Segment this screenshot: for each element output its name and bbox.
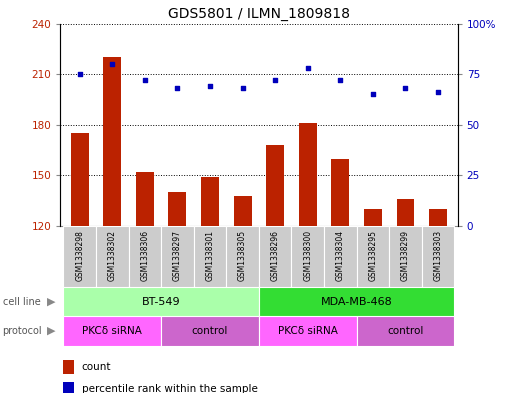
- FancyBboxPatch shape: [357, 226, 389, 287]
- Point: [401, 85, 410, 92]
- Text: GSM1338297: GSM1338297: [173, 230, 182, 281]
- FancyBboxPatch shape: [291, 226, 324, 287]
- Point: [206, 83, 214, 90]
- Bar: [396, 199, 414, 226]
- FancyBboxPatch shape: [161, 226, 194, 287]
- Text: percentile rank within the sample: percentile rank within the sample: [82, 384, 257, 393]
- Text: GSM1338306: GSM1338306: [140, 230, 150, 281]
- FancyBboxPatch shape: [63, 316, 161, 346]
- Point: [238, 85, 247, 92]
- Text: GSM1338304: GSM1338304: [336, 230, 345, 281]
- Text: count: count: [82, 362, 111, 372]
- Text: GSM1338301: GSM1338301: [206, 230, 214, 281]
- Text: MDA-MB-468: MDA-MB-468: [321, 297, 392, 307]
- Bar: [234, 196, 252, 226]
- Text: ▶: ▶: [48, 326, 56, 336]
- FancyBboxPatch shape: [324, 226, 357, 287]
- FancyBboxPatch shape: [63, 226, 96, 287]
- Bar: [299, 123, 317, 226]
- Bar: [201, 177, 219, 226]
- Text: protocol: protocol: [3, 326, 42, 336]
- FancyBboxPatch shape: [226, 226, 259, 287]
- Bar: [429, 209, 447, 226]
- Bar: [168, 192, 186, 226]
- FancyBboxPatch shape: [96, 226, 129, 287]
- Text: GSM1338296: GSM1338296: [271, 230, 280, 281]
- FancyBboxPatch shape: [357, 316, 454, 346]
- Text: GSM1338299: GSM1338299: [401, 230, 410, 281]
- FancyBboxPatch shape: [422, 226, 454, 287]
- Text: GSM1338303: GSM1338303: [434, 230, 442, 281]
- Point: [173, 85, 181, 92]
- Bar: [71, 133, 89, 226]
- FancyBboxPatch shape: [194, 226, 226, 287]
- Text: GSM1338300: GSM1338300: [303, 230, 312, 281]
- Text: control: control: [388, 326, 424, 336]
- Point: [434, 89, 442, 95]
- Bar: [136, 172, 154, 226]
- FancyBboxPatch shape: [389, 226, 422, 287]
- FancyBboxPatch shape: [259, 287, 454, 316]
- FancyBboxPatch shape: [161, 316, 259, 346]
- Bar: [364, 209, 382, 226]
- Point: [108, 61, 117, 67]
- Text: GSM1338298: GSM1338298: [75, 230, 84, 281]
- Bar: [266, 145, 284, 226]
- Text: GSM1338305: GSM1338305: [238, 230, 247, 281]
- FancyBboxPatch shape: [63, 287, 259, 316]
- Bar: [104, 57, 121, 226]
- FancyBboxPatch shape: [129, 226, 161, 287]
- Point: [369, 91, 377, 97]
- Point: [141, 77, 149, 83]
- Text: GSM1338295: GSM1338295: [368, 230, 378, 281]
- Bar: [63, 360, 74, 373]
- Text: PKCδ siRNA: PKCδ siRNA: [82, 326, 142, 336]
- Point: [75, 71, 84, 77]
- Text: BT-549: BT-549: [142, 297, 180, 307]
- Text: GSM1338302: GSM1338302: [108, 230, 117, 281]
- Text: PKCδ siRNA: PKCδ siRNA: [278, 326, 338, 336]
- Bar: [63, 382, 74, 393]
- Text: cell line: cell line: [3, 297, 40, 307]
- Point: [336, 77, 345, 83]
- FancyBboxPatch shape: [259, 316, 357, 346]
- Text: control: control: [192, 326, 228, 336]
- Text: ▶: ▶: [48, 297, 56, 307]
- Point: [271, 77, 279, 83]
- Title: GDS5801 / ILMN_1809818: GDS5801 / ILMN_1809818: [168, 7, 350, 21]
- FancyBboxPatch shape: [259, 226, 291, 287]
- Bar: [332, 158, 349, 226]
- Point: [303, 65, 312, 71]
